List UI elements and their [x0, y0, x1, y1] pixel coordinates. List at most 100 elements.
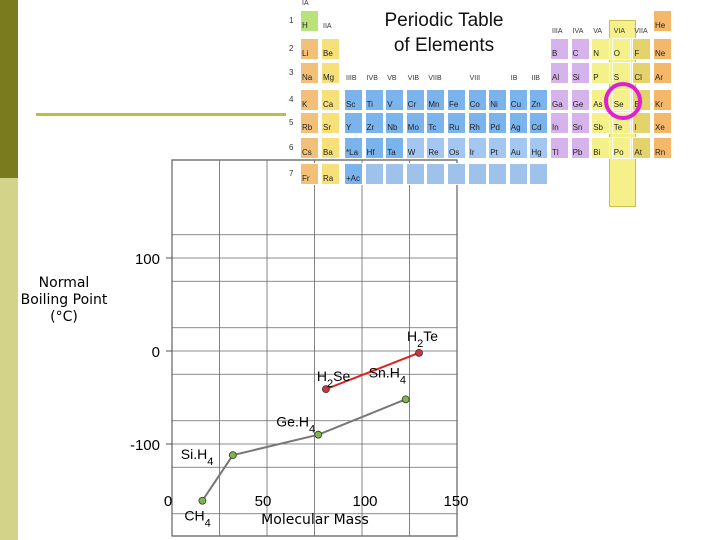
element-fe: Fe	[447, 89, 466, 111]
element-symbol: Pb	[572, 148, 583, 157]
element-symbol: Ra	[323, 174, 334, 183]
element-placeholder	[467, 163, 487, 185]
x-tick-label: 50	[255, 493, 272, 510]
element-symbol: Mn	[428, 100, 440, 109]
element-ag: Ag	[508, 112, 528, 134]
element-c: C	[570, 38, 590, 60]
element-na: Na	[300, 62, 319, 84]
element-symbol: Cd	[531, 123, 542, 132]
element-symbol: Hf	[366, 148, 375, 157]
element-symbol: Fe	[449, 100, 459, 109]
element-ne: Ne	[653, 38, 672, 60]
element-o: O	[611, 38, 631, 60]
element-symbol: Na	[302, 73, 313, 82]
data-point-label: H2Te	[407, 328, 438, 350]
element-symbol: Cu	[510, 100, 522, 109]
y-axis-label: Normal Boiling Point (°C)	[14, 275, 114, 326]
element-symbol: Mo	[407, 123, 419, 132]
element-rh: Rh	[467, 112, 487, 134]
element-symbol: Ne	[655, 49, 666, 58]
group-label: VIII	[469, 75, 481, 82]
y-axis-label-line1: Normal	[38, 275, 90, 291]
element-sn: Sn	[570, 112, 590, 134]
data-point-label: CH4	[184, 508, 210, 530]
group-label: IIIB	[346, 75, 357, 82]
data-point	[401, 395, 410, 404]
element-symbol: Sr	[323, 123, 331, 132]
data-point	[321, 385, 330, 394]
element-symbol: *La	[346, 148, 359, 157]
element-rn: Rn	[653, 137, 672, 159]
periodic-table-title-line1: Periodic Table	[384, 10, 504, 31]
element-at: At	[632, 137, 652, 159]
element-symbol: P	[593, 73, 599, 82]
element-symbol: N	[593, 49, 599, 58]
period-number: 6	[289, 143, 294, 152]
element-cs: Cs	[300, 137, 319, 159]
element-kr: Kr	[653, 89, 672, 111]
element-w: W	[405, 137, 425, 159]
element-symbol: Kr	[655, 100, 663, 109]
element-cd: Cd	[529, 112, 549, 134]
data-point-label: Si.H4	[181, 446, 214, 468]
data-point	[228, 451, 237, 460]
x-axis-label: Molecular Mass	[261, 512, 369, 528]
element-symbol: Ag	[510, 123, 521, 132]
element-symbol: Si	[572, 73, 580, 82]
element-symbol: In	[552, 123, 559, 132]
element-symbol: Sn	[572, 123, 583, 132]
y-tick-label: 0	[152, 344, 160, 361]
element-symbol: Pt	[490, 148, 498, 157]
element-symbol: As	[593, 100, 603, 109]
element-k: K	[300, 89, 319, 111]
element-symbol: Rb	[302, 123, 313, 132]
element-placeholder	[488, 163, 508, 185]
element-v: V	[385, 89, 405, 111]
element-symbol: Zr	[366, 123, 375, 132]
element-la: *La	[344, 137, 363, 159]
slide-sidebar-accent	[0, 0, 18, 178]
element-symbol: +Ac	[346, 174, 361, 183]
element-po: Po	[611, 137, 631, 159]
chart-series	[198, 348, 423, 505]
element-sc: Sc	[344, 89, 363, 111]
element-symbol: Ca	[323, 100, 334, 109]
element-symbol: Al	[552, 73, 560, 82]
element-symbol: At	[634, 148, 642, 157]
element-symbol: Au	[510, 148, 521, 157]
element-symbol: O	[613, 49, 621, 58]
element-symbol: Pd	[490, 123, 500, 132]
title-rule	[36, 113, 286, 116]
element-symbol: V	[387, 100, 393, 109]
group-label: IVA	[572, 28, 584, 35]
element-zn: Zn	[529, 89, 549, 111]
element-symbol: Cr	[407, 100, 417, 109]
element-be: Be	[321, 38, 340, 60]
series-line	[325, 351, 420, 391]
element-y: Y	[344, 112, 363, 134]
element-pt: Pt	[488, 137, 508, 159]
y-axis-label-line2: Boiling Point	[20, 292, 108, 308]
element-ac: +Ac	[344, 163, 363, 185]
data-point-label: Sn.H4	[369, 364, 406, 386]
element-mo: Mo	[405, 112, 425, 134]
element-zr: Zr	[364, 112, 384, 134]
element-symbol: K	[302, 100, 308, 109]
element-au: Au	[508, 137, 528, 159]
element-in: In	[550, 112, 569, 134]
element-ga: Ga	[550, 89, 569, 111]
element-tc: Tc	[426, 112, 446, 134]
element-i: I	[632, 112, 652, 134]
element-f: F	[632, 38, 652, 60]
element-al: Al	[550, 62, 569, 84]
element-fr: Fr	[300, 163, 319, 185]
group-label: VIIB	[428, 75, 442, 82]
element-re: Re	[426, 137, 446, 159]
element-symbol: Ar	[655, 73, 663, 82]
period-number: 1	[289, 16, 294, 25]
element-placeholder	[447, 163, 466, 185]
element-symbol: Ge	[572, 100, 584, 109]
group-label: IVB	[366, 75, 378, 82]
period-number: 2	[289, 44, 294, 53]
